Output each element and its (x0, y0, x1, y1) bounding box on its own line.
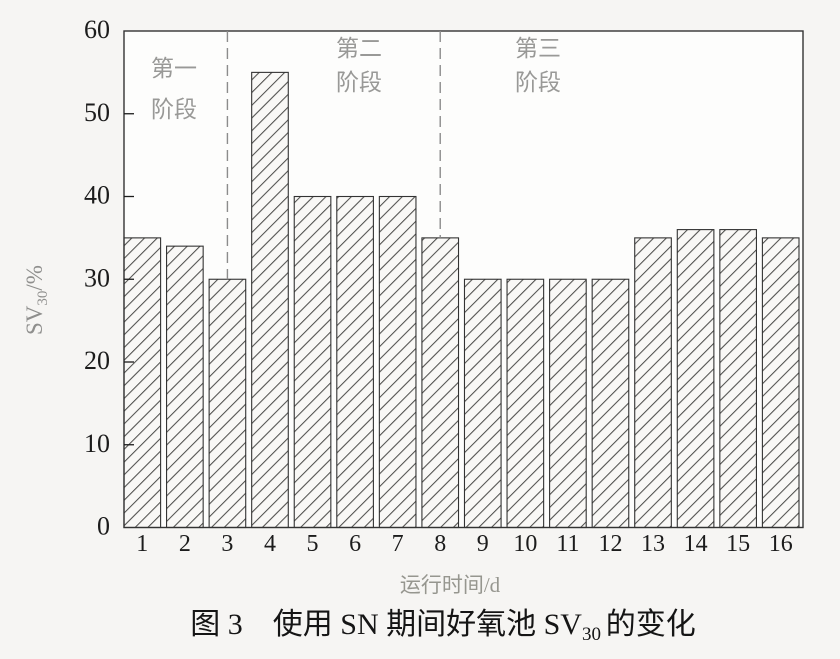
svg-text:6: 6 (349, 531, 361, 557)
svg-text:11: 11 (556, 531, 579, 557)
svg-text:8: 8 (434, 531, 446, 557)
svg-text:50: 50 (84, 98, 110, 127)
svg-text:10: 10 (513, 531, 537, 557)
svg-text:14: 14 (684, 531, 708, 557)
svg-text:2: 2 (179, 531, 191, 557)
svg-text:15: 15 (726, 531, 750, 557)
svg-text:3: 3 (221, 531, 233, 557)
svg-text:阶段: 阶段 (515, 70, 561, 95)
svg-text:运行时间/d: 运行时间/d (400, 573, 501, 597)
svg-text:16: 16 (769, 531, 793, 557)
svg-text:图 3 使用 SN 期间好氧池 SV30 的变化: 图 3 使用 SN 期间好氧池 SV30 的变化 (190, 608, 695, 645)
svg-text:30: 30 (84, 263, 110, 292)
svg-text:20: 20 (84, 346, 110, 375)
svg-text:第三: 第三 (515, 36, 561, 61)
svg-text:10: 10 (84, 429, 110, 458)
svg-text:第二: 第二 (336, 36, 382, 61)
svg-text:第一: 第一 (151, 56, 197, 81)
svg-text:SV30/%: SV30/% (22, 265, 51, 335)
svg-text:1: 1 (136, 531, 148, 557)
svg-text:12: 12 (598, 531, 622, 557)
svg-text:40: 40 (84, 181, 110, 210)
svg-text:阶段: 阶段 (336, 70, 382, 95)
svg-text:5: 5 (307, 531, 319, 557)
svg-text:9: 9 (477, 531, 489, 557)
svg-text:4: 4 (264, 531, 276, 557)
svg-text:阶段: 阶段 (151, 97, 197, 122)
svg-text:60: 60 (84, 15, 110, 44)
svg-text:13: 13 (641, 531, 665, 557)
svg-text:0: 0 (97, 512, 110, 541)
svg-text:7: 7 (392, 531, 404, 557)
